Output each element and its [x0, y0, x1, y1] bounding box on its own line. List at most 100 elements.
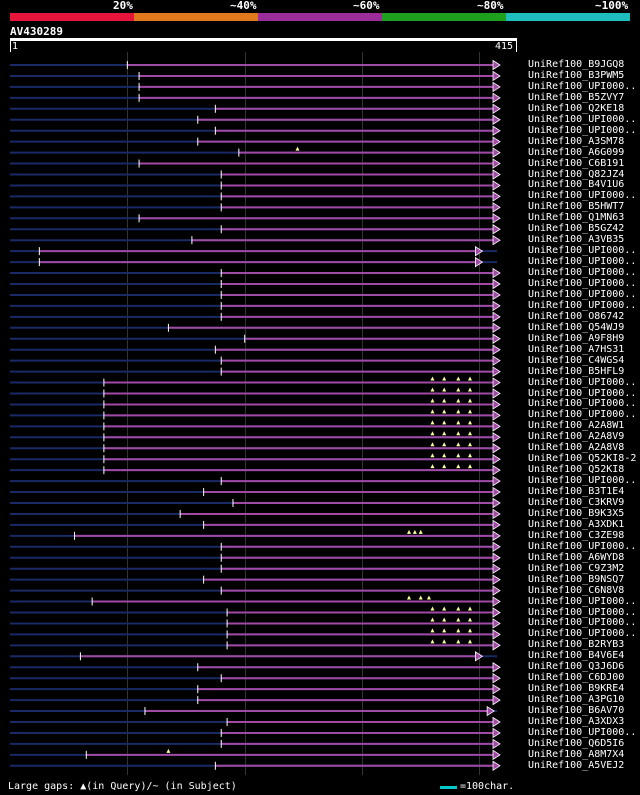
- hit-label[interactable]: UniRef100_A6WYD8: [528, 551, 625, 563]
- hit-label[interactable]: UniRef100_B3PWM5: [528, 69, 625, 81]
- hit-label[interactable]: UniRef100_A5VEJ2: [528, 759, 625, 771]
- hit-label[interactable]: UniRef100_UPI000..: [528, 595, 637, 607]
- hit-label[interactable]: UniRef100_C6N8V8: [528, 584, 625, 596]
- hit-label[interactable]: UniRef100_B9JGQ8: [528, 59, 625, 70]
- hit-label[interactable]: UniRef100_UPI000..: [528, 387, 637, 399]
- query-gap-marker: [442, 376, 447, 381]
- query-gap-marker: [468, 617, 473, 622]
- hit-end-arrow: [492, 388, 501, 399]
- hit-label[interactable]: UniRef100_Q6D5I6: [528, 737, 625, 749]
- hit-label[interactable]: UniRef100_A3XDX3: [528, 716, 625, 727]
- hit-end-arrow: [492, 629, 501, 640]
- hit-label[interactable]: UniRef100_C3KRV9: [528, 497, 625, 508]
- hit-label[interactable]: UniRef100_UPI000..: [528, 628, 637, 640]
- query-gap-marker: [430, 409, 435, 414]
- ruler-end-label: 415: [495, 41, 514, 52]
- hit-end-arrow: [492, 267, 501, 279]
- hit-label[interactable]: UniRef100_A9F8H9: [528, 332, 625, 344]
- hit-label[interactable]: UniRef100_UPI000..: [528, 606, 637, 618]
- hit-label[interactable]: UniRef100_UPI000..: [528, 113, 637, 125]
- hit-end-arrow: [492, 234, 501, 246]
- hit-label[interactable]: UniRef100_UPI000..: [528, 617, 637, 629]
- hit-label[interactable]: UniRef100_B4V1U6: [528, 179, 625, 191]
- hit-label[interactable]: UniRef100_Q54WJ9: [528, 321, 625, 333]
- query-gap-marker: [442, 606, 447, 611]
- hit-label[interactable]: UniRef100_Q2KE18: [528, 102, 625, 114]
- hit-label[interactable]: UniRef100_UPI000..: [528, 726, 637, 738]
- hit-end-arrow: [492, 125, 501, 136]
- hit-label[interactable]: UniRef100_UPI000..: [528, 80, 637, 92]
- hit-label[interactable]: UniRef100_B5HWT7: [528, 201, 625, 213]
- hit-label[interactable]: UniRef100_UPI000..: [528, 409, 637, 421]
- query-gap-marker: [442, 639, 447, 644]
- query-gap-marker: [430, 431, 435, 436]
- hit-end-arrow: [492, 618, 501, 629]
- hit-end-arrow: [492, 552, 501, 563]
- hit-label[interactable]: UniRef100_C6B191: [528, 157, 625, 169]
- hit-label[interactable]: UniRef100_UPI000..: [528, 245, 637, 257]
- hit-end-arrow: [492, 59, 501, 71]
- query-gap-marker: [456, 606, 461, 611]
- hit-label[interactable]: UniRef100_A3VB35: [528, 234, 625, 246]
- hit-end-arrow: [492, 289, 501, 301]
- hit-label[interactable]: UniRef100_Q1MN63: [528, 212, 625, 224]
- hit-label[interactable]: UniRef100_UPI000..: [528, 299, 637, 311]
- hit-label[interactable]: UniRef100_A3SM78: [528, 135, 625, 147]
- hit-label[interactable]: UniRef100_UPI000..: [528, 124, 637, 136]
- query-gap-marker: [442, 431, 447, 436]
- hit-label[interactable]: UniRef100_O86742: [528, 310, 625, 322]
- hit-label[interactable]: UniRef100_Q52KI8: [528, 464, 625, 476]
- hit-label[interactable]: UniRef100_UPI000..: [528, 288, 637, 300]
- query-gap-marker: [406, 529, 411, 534]
- hit-label[interactable]: UniRef100_UPI000..: [528, 540, 637, 552]
- hit-label[interactable]: UniRef100_B2RYB3: [528, 639, 625, 651]
- hit-label[interactable]: UniRef100_UPI000..: [528, 376, 637, 388]
- query-gap-marker: [468, 639, 473, 644]
- query-gap-marker: [442, 453, 447, 458]
- hit-label[interactable]: UniRef100_C9Z3M2: [528, 562, 625, 574]
- hit-label[interactable]: UniRef100_C3ZE98: [528, 529, 625, 541]
- hit-label[interactable]: UniRef100_UPI000..: [528, 475, 637, 487]
- query-gap-marker: [456, 453, 461, 458]
- hit-label[interactable]: UniRef100_B4V6E4: [528, 650, 625, 662]
- hit-label[interactable]: UniRef100_UPI000..: [528, 256, 637, 268]
- hit-label[interactable]: UniRef100_C6DJ00: [528, 672, 625, 684]
- hit-label[interactable]: UniRef100_A2A8W1: [528, 420, 625, 432]
- hit-end-arrow: [492, 694, 501, 706]
- hit-label[interactable]: UniRef100_A6G099: [528, 146, 625, 158]
- hit-end-arrow: [492, 202, 501, 213]
- hit-label[interactable]: UniRef100_A2A8V9: [528, 431, 625, 443]
- hit-label[interactable]: UniRef100_A8M7X4: [528, 748, 625, 760]
- hit-label[interactable]: UniRef100_B9K3X5: [528, 507, 625, 519]
- hit-label[interactable]: UniRef100_B9KRE4: [528, 683, 625, 695]
- scale-swatch: [440, 786, 457, 789]
- hit-end-arrow: [492, 475, 501, 487]
- hit-label[interactable]: UniRef100_Q82JZ4: [528, 168, 625, 180]
- hit-label[interactable]: UniRef100_Q52KI8-2: [528, 453, 637, 465]
- query-gap-marker: [430, 464, 435, 469]
- hit-label[interactable]: UniRef100_A2A8V8: [528, 442, 625, 454]
- hit-label[interactable]: UniRef100_B9NSQ7: [528, 573, 625, 585]
- query-gap-marker: [468, 606, 473, 611]
- query-gap-marker: [442, 617, 447, 622]
- hit-label[interactable]: UniRef100_UPI000..: [528, 190, 637, 202]
- hit-label[interactable]: UniRef100_B5GZ42: [528, 223, 625, 235]
- query-gap-marker: [456, 628, 461, 633]
- hit-label[interactable]: UniRef100_B5HFL9: [528, 365, 625, 377]
- hit-label[interactable]: UniRef100_UPI000..: [528, 278, 637, 289]
- hit-end-arrow: [492, 432, 501, 443]
- hit-label[interactable]: UniRef100_UPI000..: [528, 267, 637, 279]
- hit-label[interactable]: UniRef100_A3PG10: [528, 694, 625, 706]
- hit-label[interactable]: UniRef100_B3T1E4: [528, 486, 625, 498]
- hit-label[interactable]: UniRef100_A3XDK1: [528, 518, 625, 530]
- hit-label[interactable]: UniRef100_UPI000..: [528, 398, 637, 410]
- hit-label[interactable]: UniRef100_B6AV70: [528, 705, 625, 717]
- hit-end-arrow: [492, 607, 501, 618]
- query-gap-marker: [426, 595, 431, 600]
- hit-label[interactable]: UniRef100_B5ZVY7: [528, 91, 625, 103]
- hit-label[interactable]: UniRef100_Q3J6D6: [528, 661, 625, 673]
- hit-label[interactable]: UniRef100_C4WGS4: [528, 354, 625, 366]
- query-gap-marker: [456, 464, 461, 469]
- query-gap-marker: [468, 442, 473, 447]
- hit-label[interactable]: UniRef100_A7HS31: [528, 343, 625, 355]
